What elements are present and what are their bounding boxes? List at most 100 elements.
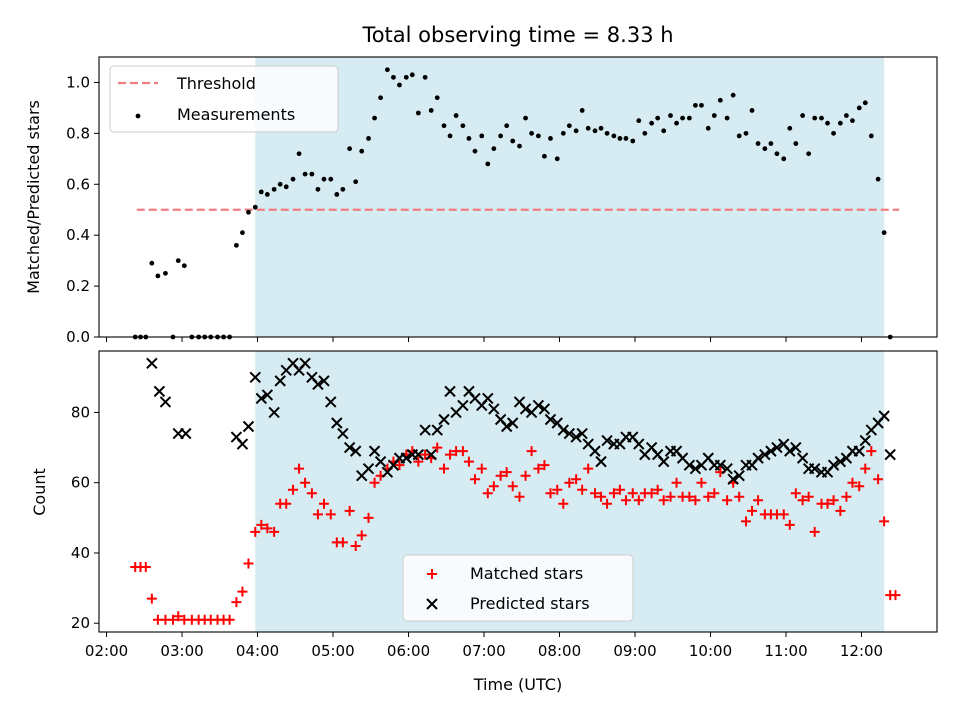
measurement-point-115 [856, 105, 862, 111]
matched-point-72 [583, 463, 594, 474]
predicted-point-10 [261, 389, 274, 401]
measurement-point-40 [384, 67, 390, 73]
predicted-point-46 [488, 403, 500, 415]
matched-point-76 [608, 488, 619, 499]
measurement-point-105 [793, 141, 799, 146]
x-axis-label: Time (UTC) [473, 675, 562, 694]
measurement-point-85 [668, 113, 673, 118]
predicted-point-32 [400, 452, 412, 464]
matched-point-55 [476, 463, 487, 474]
measurement-point-23 [277, 181, 283, 187]
predicted-point-53 [532, 399, 545, 412]
predicted-point-49 [507, 417, 519, 429]
matched-point-77 [614, 484, 625, 495]
predicted-point-97 [808, 462, 821, 475]
predicted-point-20 [325, 396, 337, 408]
count-axes-frame [98, 350, 938, 633]
count-series-predicted-stars [146, 357, 896, 485]
predicted-point-58 [563, 427, 576, 440]
measurement-point-32 [334, 192, 340, 197]
measurement-point-112 [837, 120, 843, 126]
count-xtick-label-10: 12:00 [840, 642, 883, 660]
matched-point-22 [269, 526, 280, 537]
ratio-ytick-label-2: 0.4 [66, 226, 90, 244]
matched-point-94 [722, 495, 733, 506]
matched-point-7 [173, 611, 184, 622]
legend-measurements-label: Measurements [177, 105, 295, 124]
predicted-point-57 [557, 424, 570, 436]
matched-point-92 [709, 488, 720, 499]
measurement-point-117 [868, 133, 874, 139]
predicted-point-88 [752, 452, 764, 464]
matched-point-54 [469, 474, 480, 485]
matched-point-66 [545, 488, 556, 499]
measurement-point-30 [321, 176, 327, 182]
matched-point-57 [488, 481, 499, 492]
matched-point-61 [514, 491, 525, 502]
matched-point-26 [294, 463, 305, 474]
predicted-point-83 [721, 462, 733, 475]
measurement-point-82 [649, 120, 655, 126]
predicted-point-85 [733, 469, 745, 482]
measurement-point-5 [163, 270, 168, 276]
matched-point-106 [797, 495, 808, 506]
count-xtick-label-1: 03:00 [160, 642, 203, 660]
matched-point-20 [256, 519, 267, 530]
predicted-point-62 [589, 445, 601, 457]
measurement-point-72 [585, 125, 591, 131]
count-xtick-label-7: 09:00 [613, 642, 656, 660]
measurement-point-118 [875, 176, 881, 182]
measurement-point-80 [636, 118, 642, 124]
matched-point-90 [696, 477, 707, 488]
matched-point-28 [306, 488, 317, 499]
matched-point-27 [300, 477, 311, 488]
measurement-point-107 [806, 151, 812, 157]
matched-point-118 [873, 474, 884, 485]
matched-point-2 [140, 562, 151, 573]
measurement-point-36 [359, 148, 365, 154]
predicted-point-6 [236, 438, 249, 450]
predicted-point-37 [431, 424, 443, 436]
matched-point-6 [167, 614, 178, 625]
matched-point-79 [627, 488, 638, 499]
measurement-point-84 [661, 128, 667, 134]
matched-point-15 [224, 614, 235, 625]
predicted-point-11 [268, 406, 280, 419]
predicted-point-26 [362, 462, 375, 475]
measurement-point-75 [604, 130, 610, 136]
matched-point-65 [539, 460, 550, 471]
matched-point-112 [835, 505, 846, 516]
count-panel: 20 40 60 80 02:00 03:00 04:00 05:00 06:00 07:00 08… [71, 350, 938, 660]
predicted-point-39 [444, 385, 456, 398]
predicted-point-34 [412, 448, 425, 461]
matched-point-31 [325, 509, 336, 520]
measurement-point-16 [234, 242, 239, 248]
matched-point-25 [288, 484, 299, 495]
legend-threshold-label: Threshold [176, 74, 256, 93]
predicted-point-0 [146, 357, 158, 370]
measurement-point-100 [762, 146, 768, 152]
predicted-point-23 [343, 441, 356, 454]
predicted-point-4 [180, 427, 192, 440]
matched-point-75 [602, 498, 613, 509]
measurement-point-106 [800, 113, 806, 118]
predicted-point-2 [159, 396, 172, 408]
count-xtick-label-3: 05:00 [311, 642, 354, 660]
measurement-point-94 [724, 115, 730, 121]
ratio-axes-frame [98, 56, 938, 338]
matched-point-84 [658, 495, 669, 506]
measurement-point-83 [655, 115, 661, 121]
measurement-point-38 [372, 115, 377, 121]
measurement-point-90 [699, 102, 704, 108]
matched-point-53 [463, 456, 474, 467]
ratio-ytick-label-1: 0.2 [66, 277, 90, 295]
measurement-point-92 [711, 113, 717, 118]
predicted-point-41 [457, 399, 469, 412]
matched-point-42 [394, 460, 405, 471]
measurement-point-78 [623, 136, 629, 141]
measurement-point-102 [774, 151, 780, 157]
legend-matched-swatch [427, 569, 437, 579]
matched-point-67 [552, 484, 563, 495]
matched-point-80 [633, 495, 644, 506]
